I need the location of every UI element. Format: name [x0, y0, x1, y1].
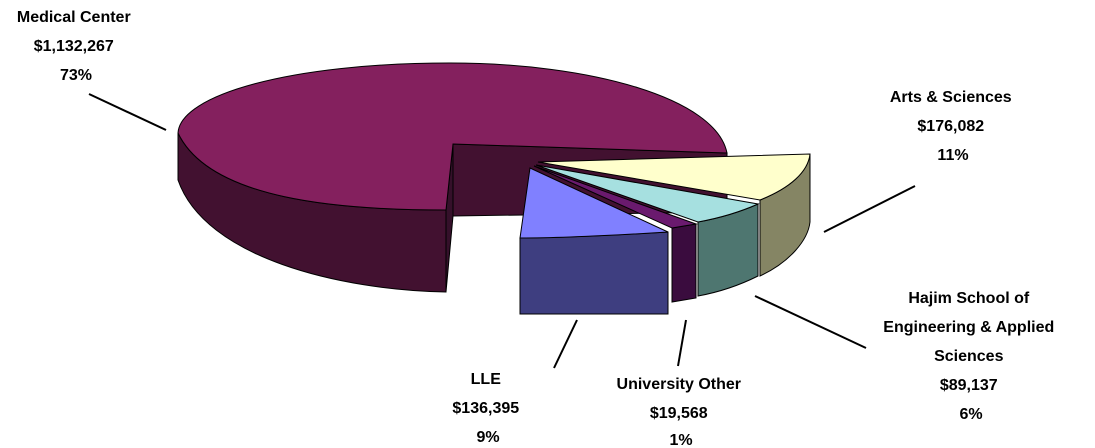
label-university-other-percent: 1% — [669, 432, 692, 448]
slice-lle — [519, 167, 669, 315]
label-arts-sciences-name: Arts & Sciences — [890, 89, 1012, 106]
slice-hajim-top — [535, 164, 760, 223]
leader-line-lle — [553, 319, 578, 369]
label-university-other-value: $19,568 — [650, 405, 708, 422]
slice-medical-center-top — [177, 62, 728, 211]
label-hajim: Hajim School of Engineering & Applied Sc… — [883, 290, 1058, 423]
label-hajim-value: $89,137 — [940, 377, 998, 394]
slice-arts-sciences — [537, 153, 811, 277]
label-lle-name: LLE — [471, 371, 502, 388]
label-lle-value: $136,395 — [452, 400, 519, 417]
label-medical-center-name: Medical Center — [17, 9, 131, 26]
label-medical-center: Medical Center $1,132,267 73% — [17, 9, 135, 84]
data-labels: Medical Center $1,132,267 73% Arts & Sci… — [17, 9, 1058, 448]
label-arts-sciences-percent: 11% — [937, 147, 968, 164]
leader-line-medical-center — [88, 93, 167, 131]
label-hajim-name-line-1: Hajim School of — [908, 290, 1030, 307]
slice-hajim — [535, 164, 760, 297]
pie-slices — [177, 62, 811, 315]
slice-university-other — [533, 165, 698, 303]
label-hajim-name-line-3: Sciences — [934, 348, 1003, 365]
label-medical-center-value: $1,132,267 — [34, 38, 114, 55]
slice-university-other-top — [533, 165, 698, 229]
slice-arts-sciences-top — [537, 153, 811, 201]
leader-line-hajim — [754, 295, 867, 349]
slice-lle-side — [519, 231, 669, 315]
label-medical-center-percent: 73% — [60, 67, 92, 84]
label-hajim-percent: 6% — [959, 406, 982, 423]
label-hajim-name-line-2: Engineering & Applied — [883, 319, 1054, 336]
label-arts-sciences: Arts & Sciences $176,082 11% — [890, 89, 1016, 164]
slice-lle-top — [519, 167, 669, 239]
leader-lines — [88, 93, 916, 369]
leader-line-university-other — [677, 319, 687, 367]
label-lle: LLE $136,395 9% — [452, 371, 523, 446]
label-arts-sciences-value: $176,082 — [917, 118, 984, 135]
label-lle-percent: 9% — [476, 429, 499, 446]
leader-line-arts-sciences — [823, 185, 916, 233]
label-university-other-name: University Other — [617, 376, 741, 393]
slice-university-other-side — [671, 223, 697, 303]
label-university-other: University Other $19,568 1% — [617, 376, 746, 448]
